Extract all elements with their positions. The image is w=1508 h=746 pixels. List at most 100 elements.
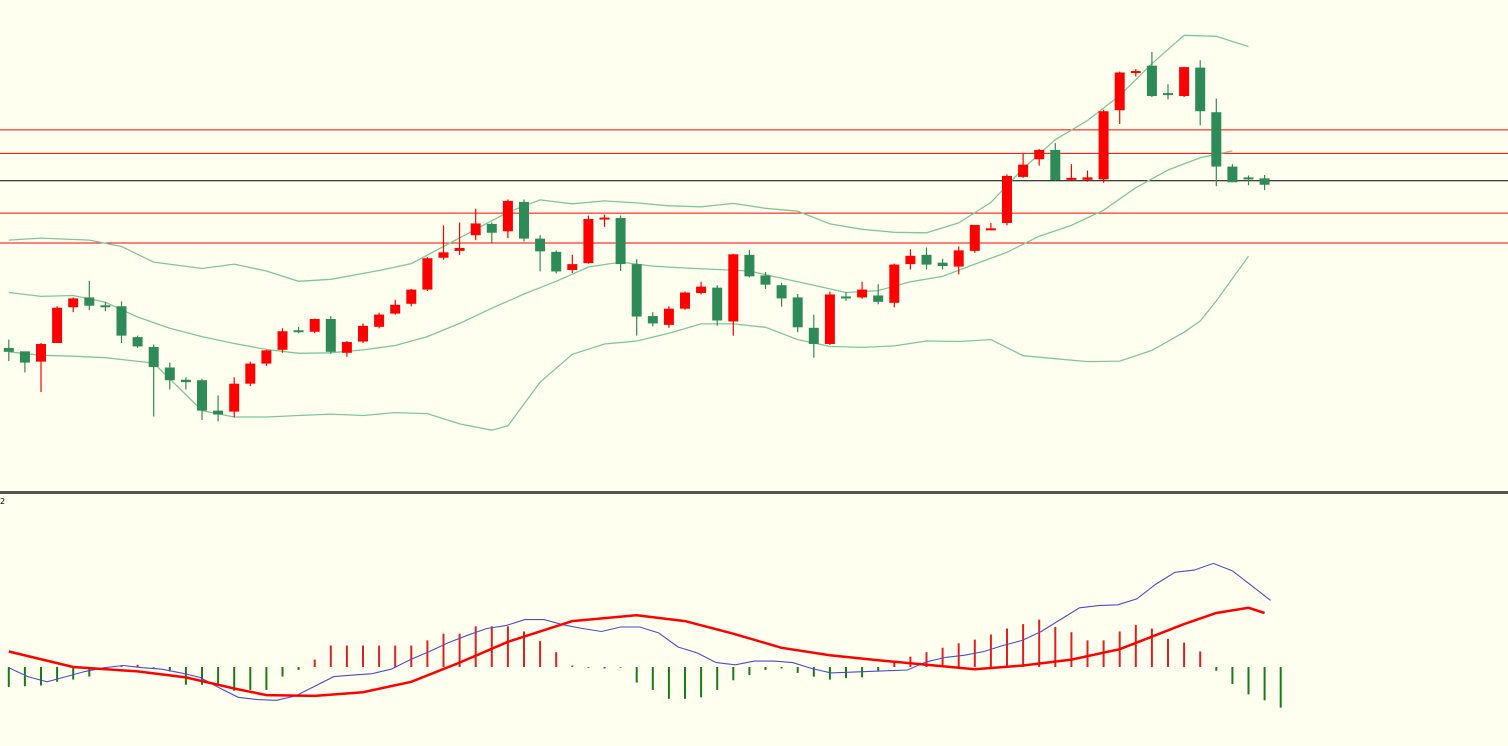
bullish-candle-body [696,286,707,294]
candle [325,316,336,354]
candle [889,263,900,308]
candle [841,292,851,301]
candle [744,249,755,278]
candle [1163,84,1173,100]
candle [1082,170,1093,182]
bearish-candle-body [3,347,14,352]
candle [52,306,63,343]
bullish-candle-body [663,308,674,325]
bullish-candle-body [390,304,401,314]
candle [857,281,868,299]
bullish-candle-body [889,264,900,303]
candle [824,291,835,345]
candle [808,314,819,358]
candle [3,339,14,362]
candle [1034,148,1045,166]
bullish-candle-body [985,228,996,231]
bullish-candle-body [905,255,916,265]
bearish-candle-body [1195,67,1206,112]
candle [358,323,368,343]
candle [502,199,513,239]
bullish-candle-body [1130,71,1141,74]
candle [953,246,964,275]
bullish-candle-body [1098,111,1109,180]
bullish-candle-body [1114,72,1125,111]
candle [132,335,143,348]
bearish-candle-body [647,316,658,324]
candle [1002,174,1012,226]
candle [486,222,497,243]
candle [712,285,723,326]
bearish-candle-body [325,318,336,352]
pane-separator-bar [0,491,1508,494]
bullish-candle-body [599,217,610,220]
candle [760,271,771,290]
bullish-candle-body [502,200,513,232]
candle [406,289,417,307]
bearish-candle-body [937,262,948,267]
candle [422,257,433,292]
bearish-candle-body [197,380,207,411]
bullish-candle-body [470,223,481,236]
subwindow-label: 2 [0,497,6,506]
candle [1195,60,1206,126]
candle [309,318,320,334]
bullish-candle-body [374,314,385,327]
candle [84,280,95,311]
pane-separator[interactable] [0,491,1508,494]
bearish-candle-body [148,346,159,368]
bullish-candle-body [1066,177,1077,180]
candle [116,301,127,343]
bullish-candle-body [567,264,578,270]
bearish-candle-body [808,327,819,344]
candle [68,297,79,313]
candle [19,351,30,373]
bullish-candle-body [309,318,320,332]
bearish-candle-body [164,367,175,381]
bearish-candle-body [486,223,497,233]
bullish-candle-body [1018,164,1029,177]
bullish-candle-body [438,252,449,258]
bearish-candle-body [213,410,224,415]
candle [148,344,159,417]
bearish-candle-body [1227,166,1238,183]
bullish-candle-body [969,224,980,251]
bearish-candle-body [841,296,851,299]
candle [535,235,546,272]
candle [1066,164,1077,181]
bullish-candle-body [1034,149,1045,160]
bearish-candle-body [776,285,787,299]
bearish-candle-body [535,238,546,252]
candle [1227,164,1238,183]
bearish-candle-body [1243,177,1254,180]
bollinger-lower-band [8,255,1250,431]
bullish-candle-body [36,343,46,362]
bearish-candle-body [712,287,723,321]
bullish-candle-body [728,254,739,322]
bearish-candle-body [792,297,803,328]
candle [615,215,626,271]
candle [454,222,465,255]
candle [567,254,578,273]
bearish-candle-body [631,264,642,317]
candle [374,312,385,329]
candle [1114,71,1125,124]
candle [1211,98,1222,187]
bearish-candle-body [116,306,127,336]
candle [197,378,207,420]
bearish-candle-body [744,254,755,277]
bearish-candle-body [100,305,111,308]
candle [1098,109,1109,183]
candle [728,253,739,336]
candle [277,328,288,353]
candle [631,259,642,336]
candle [969,224,980,253]
candle [696,281,707,295]
bullish-candle-body [824,294,835,344]
candle [1146,51,1157,98]
candle [213,395,224,422]
candle [180,377,191,390]
candle [36,343,46,392]
bullish-candle-body [358,325,368,342]
candle [1018,153,1029,178]
